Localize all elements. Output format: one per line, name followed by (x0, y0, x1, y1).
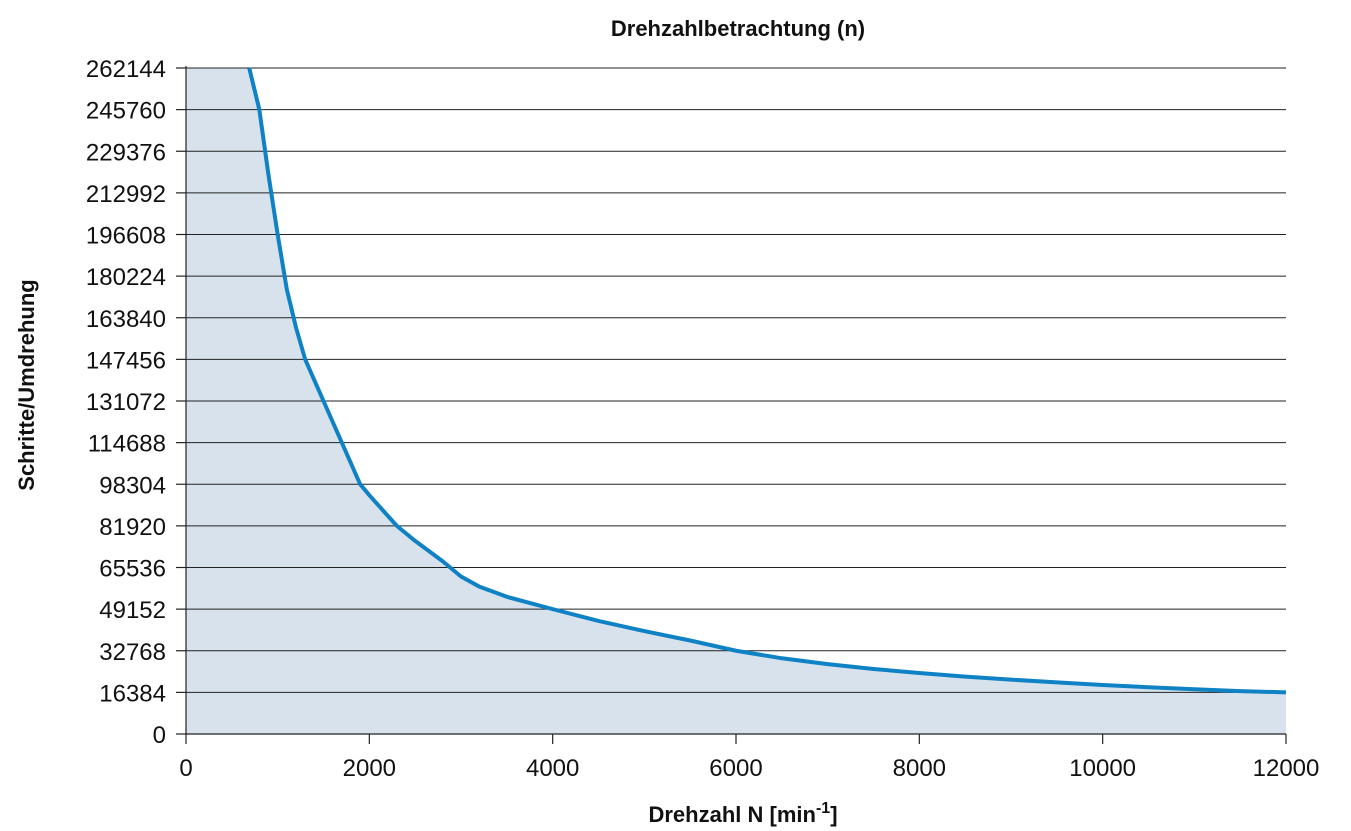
y-tick-label-11: 180224 (86, 264, 166, 291)
y-tick-label-4: 65536 (99, 556, 166, 583)
y-axis-label: Schritte/Umdrehung (14, 279, 39, 490)
y-tick-label-12: 196608 (86, 223, 166, 250)
x-axis-label-sup: -1 (816, 800, 830, 817)
y-tick-label-5: 81920 (99, 514, 166, 541)
y-tick-label-2: 32768 (99, 639, 166, 666)
y-tick-label-3: 49152 (99, 597, 166, 624)
x-tick-label-6: 12000 (1253, 755, 1320, 782)
x-axis-label-main: Drehzahl N [min (648, 802, 815, 827)
plot-area: 0 16384 32768 49152 65536 81920 98304 114688 131… (86, 56, 1319, 782)
y-tick-label-10: 163840 (86, 306, 166, 333)
x-tick-label-1: 2000 (343, 755, 396, 782)
x-tick-label-2: 4000 (526, 755, 579, 782)
y-tick-label-7: 114688 (88, 431, 166, 458)
y-tick-label-6: 98304 (99, 472, 166, 499)
y-tick-label-13: 212992 (86, 181, 166, 208)
y-tick-label-1: 16384 (99, 680, 166, 707)
chart-title: Drehzahlbetrachtung (n) (611, 16, 865, 41)
y-tick-label-9: 147456 (86, 347, 166, 374)
y-tick-label-0: 0 (153, 722, 166, 749)
x-axis-label-suffix: ] (830, 802, 837, 827)
x-tick-label-5: 10000 (1069, 755, 1136, 782)
y-tick-label-16: 262144 (86, 56, 166, 83)
x-axis-label: Drehzahl N [min-1] (648, 800, 837, 827)
series-line (247, 67, 1287, 695)
x-tick-label-0: 0 (179, 755, 192, 782)
x-tick-label-3: 6000 (709, 755, 762, 782)
y-tick-label-15: 245760 (86, 98, 166, 125)
x-tick-label-4: 8000 (893, 755, 946, 782)
y-tick-label-8: 131072 (86, 389, 166, 416)
area-fill (186, 68, 1286, 734)
y-tick-label-14: 229376 (86, 139, 166, 166)
